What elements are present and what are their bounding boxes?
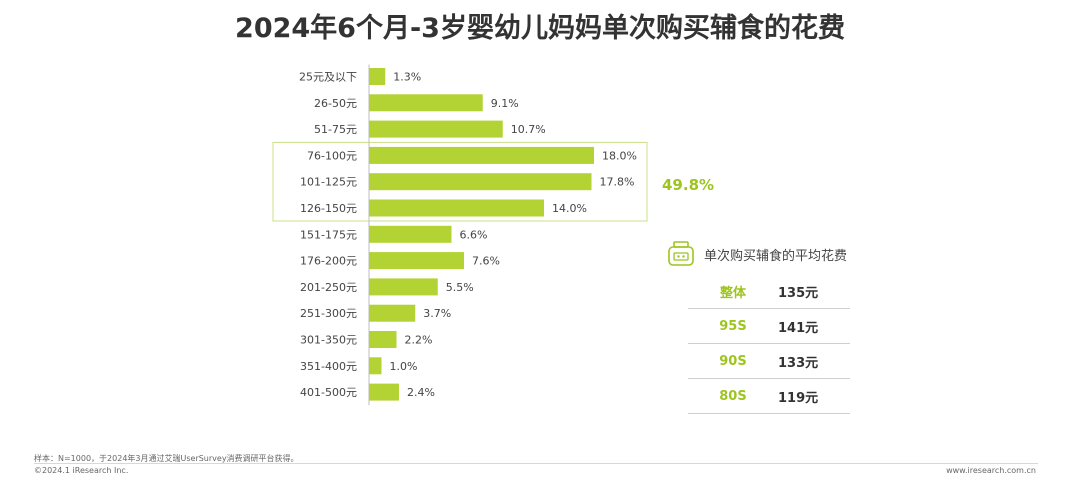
category-label: 351-400元 <box>300 360 357 373</box>
data-label: 6.6% <box>460 228 488 241</box>
bar <box>369 146 594 164</box>
data-label: 10.7% <box>511 123 546 136</box>
bar <box>369 120 503 138</box>
bar <box>369 383 399 401</box>
row-value: 133元 <box>778 355 819 371</box>
category-label: 301-350元 <box>300 334 357 347</box>
category-label: 26-50元 <box>314 97 357 110</box>
data-label: 2.2% <box>405 334 433 347</box>
chart-title: 2024年6个月-3岁婴幼儿妈妈单次购买辅食的花费 <box>235 13 845 44</box>
bar <box>369 357 382 375</box>
category-label: 51-75元 <box>314 123 357 136</box>
row-label: 95S <box>719 318 747 334</box>
table-row: 90S 133元 <box>688 344 850 379</box>
sample-note: 样本：N=1000，于2024年3月通过艾瑞UserSurvey消费调研平台获得… <box>34 454 299 463</box>
category-label: 401-500元 <box>300 386 357 399</box>
category-label: 76-100元 <box>307 149 357 162</box>
average-panel-title: 单次购买辅食的平均花费 <box>704 248 848 264</box>
table-row: 95S 141元 <box>688 309 850 344</box>
bar <box>369 331 397 348</box>
category-label: 25元及以下 <box>299 71 357 84</box>
category-label: 176-200元 <box>300 255 357 268</box>
data-label: 18.0% <box>602 149 637 162</box>
data-label: 1.3% <box>393 71 421 84</box>
category-label: 126-150元 <box>300 202 357 215</box>
bar <box>369 304 416 322</box>
category-label: 251-300元 <box>300 307 357 320</box>
table-row: 整体 135元 <box>688 274 850 309</box>
footer-divider <box>34 463 1038 464</box>
data-label: 1.0% <box>390 360 418 373</box>
highlight-box <box>272 141 648 222</box>
table-row: 80S 119元 <box>688 379 850 414</box>
row-label: 80S <box>719 388 747 404</box>
category-label: 151-175元 <box>300 228 357 241</box>
bar <box>369 173 592 191</box>
highlight-sum-label: 49.8% <box>662 176 715 194</box>
bar <box>369 278 438 296</box>
average-panel-header: 单次购买辅食的平均花费 <box>666 240 847 268</box>
row-value: 119元 <box>778 390 819 406</box>
data-label: 7.6% <box>472 255 500 268</box>
data-label: 2.4% <box>407 386 435 399</box>
row-value: 141元 <box>778 320 819 336</box>
data-label: 14.0% <box>552 202 587 215</box>
baby-food-jar-icon <box>668 241 694 266</box>
bar <box>369 199 544 217</box>
data-label: 9.1% <box>491 97 519 110</box>
copyright: ©2024.1 iResearch Inc. <box>34 466 129 475</box>
row-value: 135元 <box>778 285 819 301</box>
data-label: 17.8% <box>600 176 635 189</box>
website-url: www.iresearch.com.cn <box>946 466 1036 475</box>
average-spend-table: 整体 135元 95S 141元 90S 133元 80S 119元 <box>688 274 850 414</box>
bar <box>369 252 464 270</box>
category-label: 101-125元 <box>300 176 357 189</box>
row-label: 90S <box>719 353 747 369</box>
data-label: 3.7% <box>423 307 451 320</box>
bar <box>369 94 483 112</box>
bar <box>369 68 386 85</box>
data-label: 5.5% <box>446 281 474 294</box>
bar <box>369 225 452 243</box>
row-label: 整体 <box>719 285 746 301</box>
category-label: 201-250元 <box>300 281 357 294</box>
